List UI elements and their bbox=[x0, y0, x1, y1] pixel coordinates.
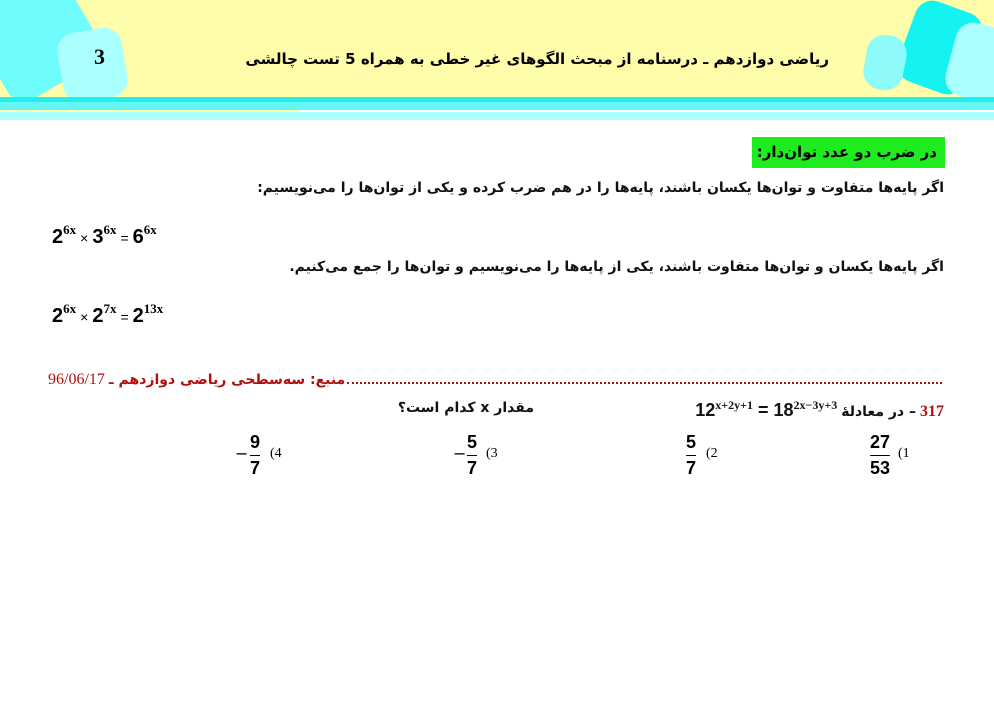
source-label: منبع: سه‌سطحی ریاضی دوازدهم ـ bbox=[108, 372, 346, 388]
question-317: 317 – در معادلهٔ 12x+2y+1 = 182x−3y+3 bbox=[695, 398, 944, 421]
operator: × bbox=[80, 309, 89, 325]
option-label: (1 bbox=[898, 446, 910, 461]
minus-sign: − bbox=[453, 444, 467, 463]
question-number: 317 bbox=[920, 403, 944, 420]
numerator: 5 bbox=[467, 432, 478, 452]
page-number: 3 bbox=[94, 44, 105, 69]
fraction-bar bbox=[250, 455, 261, 456]
fraction-bar bbox=[686, 455, 697, 456]
base: 6 bbox=[132, 226, 144, 248]
source-line: 96/06/17 منبع: سه‌سطحی ریاضی دوازدهم ـ bbox=[48, 370, 944, 389]
header-stripe bbox=[0, 110, 300, 112]
fraction-bar bbox=[870, 455, 891, 456]
denominator: 7 bbox=[250, 458, 261, 478]
question-suffix: مقدار x کدام است؟ bbox=[397, 400, 534, 416]
option-label: (4 bbox=[270, 446, 282, 461]
minus-sign: − bbox=[235, 444, 249, 463]
header-stripe bbox=[0, 97, 994, 102]
base: 3 bbox=[92, 226, 104, 248]
numerator: 5 bbox=[686, 432, 697, 452]
dotted-leader bbox=[347, 370, 942, 384]
header-stripe bbox=[0, 112, 994, 120]
rule-1: اگر پایه‌ها متفاوت و توان‌ها یکسان باشند… bbox=[257, 180, 944, 196]
option-fraction: 27 53 bbox=[870, 432, 891, 479]
option-label: (2 bbox=[706, 446, 718, 461]
operator: = bbox=[120, 309, 129, 325]
section-heading: در ضرب دو عدد توان‌دار: bbox=[756, 143, 937, 161]
base: 2 bbox=[52, 226, 64, 248]
exponent: 7x bbox=[103, 301, 117, 316]
section-heading-box: در ضرب دو عدد توان‌دار: bbox=[752, 137, 945, 168]
operator: = bbox=[120, 230, 129, 246]
example-2: 26x× 27x= 213x bbox=[52, 301, 163, 328]
exponent: 6x bbox=[63, 301, 77, 316]
base: 12 bbox=[695, 400, 716, 420]
exponent: 2x−3y+3 bbox=[793, 398, 838, 412]
question-equation: 12x+2y+1 = 182x−3y+3 bbox=[695, 398, 837, 421]
fraction-bar bbox=[467, 455, 478, 456]
operator: × bbox=[80, 230, 89, 246]
option-label: (3 bbox=[486, 446, 498, 461]
header-banner bbox=[0, 0, 994, 100]
question-prefix: – در معادلهٔ bbox=[841, 404, 916, 420]
rule-2: اگر پایه‌ها یکسان و توان‌ها متفاوت باشند… bbox=[289, 259, 944, 275]
header-stripe bbox=[0, 102, 994, 110]
page-title: ریاضی دوازدهم ـ درسنامه از مبحث الگوهای … bbox=[245, 50, 829, 68]
denominator: 53 bbox=[870, 458, 891, 478]
numerator: 27 bbox=[870, 432, 891, 452]
operator: = bbox=[757, 400, 769, 420]
base: 18 bbox=[773, 400, 794, 420]
base: 2 bbox=[92, 305, 104, 327]
source-date: 96/06/17 bbox=[48, 371, 105, 388]
exponent: 6x bbox=[143, 222, 157, 237]
base: 2 bbox=[52, 305, 64, 327]
exponent: x+2y+1 bbox=[715, 398, 753, 412]
exponent: 13x bbox=[143, 301, 164, 316]
numerator: 9 bbox=[250, 432, 261, 452]
denominator: 7 bbox=[686, 458, 697, 478]
decor-shape bbox=[54, 24, 131, 106]
exponent: 6x bbox=[63, 222, 77, 237]
example-1: 26x× 36x= 66x bbox=[52, 222, 157, 249]
denominator: 7 bbox=[467, 458, 478, 478]
base: 2 bbox=[132, 305, 144, 327]
exponent: 6x bbox=[103, 222, 117, 237]
